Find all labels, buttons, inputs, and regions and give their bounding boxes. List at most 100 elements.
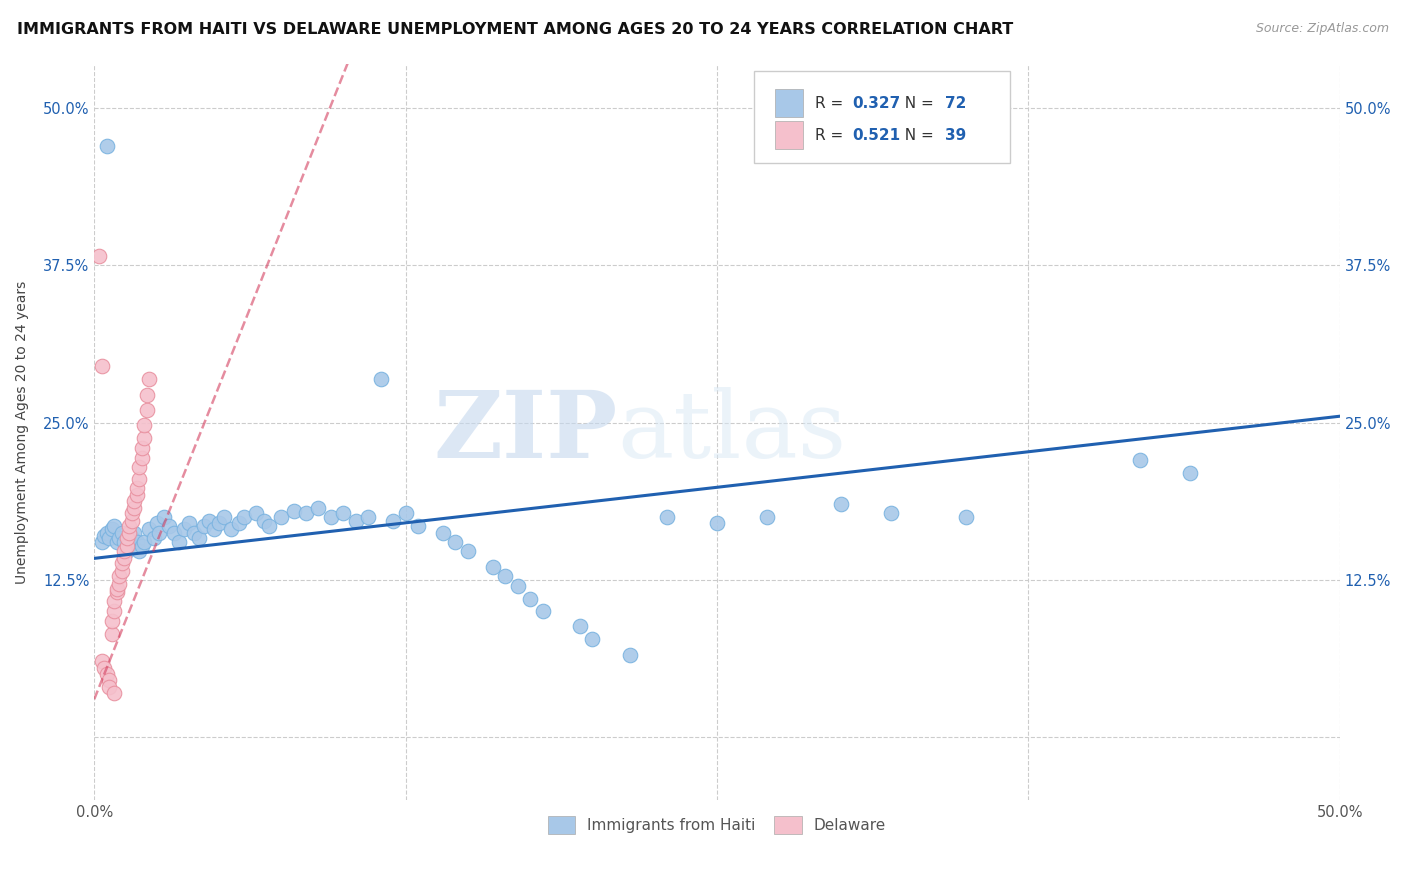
Point	[98, 673, 121, 688]
Point	[103, 686, 125, 700]
Point	[148, 526, 170, 541]
Point	[307, 501, 329, 516]
Point	[619, 648, 641, 663]
Point	[89, 250, 111, 264]
Point	[115, 539, 138, 553]
Point	[138, 371, 160, 385]
Point	[506, 579, 529, 593]
Y-axis label: Unemployment Among Ages 20 to 24 years: Unemployment Among Ages 20 to 24 years	[15, 280, 30, 583]
Point	[132, 535, 155, 549]
Point	[655, 509, 678, 524]
Point	[131, 450, 153, 465]
Point	[108, 576, 131, 591]
Point	[132, 431, 155, 445]
Point	[755, 509, 778, 524]
Point	[257, 518, 280, 533]
Point	[121, 531, 143, 545]
Point	[111, 564, 134, 578]
Point	[105, 585, 128, 599]
Point	[332, 506, 354, 520]
Point	[568, 619, 591, 633]
Point	[90, 359, 112, 373]
Point	[118, 539, 141, 553]
Point	[173, 523, 195, 537]
Text: IMMIGRANTS FROM HAITI VS DELAWARE UNEMPLOYMENT AMONG AGES 20 TO 24 YEARS CORRELA: IMMIGRANTS FROM HAITI VS DELAWARE UNEMPL…	[17, 22, 1014, 37]
Point	[252, 514, 274, 528]
Text: 72: 72	[945, 95, 966, 111]
Point	[96, 138, 118, 153]
Point	[163, 526, 186, 541]
Point	[90, 655, 112, 669]
Point	[457, 544, 479, 558]
Point	[98, 531, 121, 545]
Point	[135, 403, 157, 417]
Point	[103, 604, 125, 618]
Point	[122, 493, 145, 508]
Point	[581, 632, 603, 646]
Point	[394, 506, 416, 520]
Point	[193, 518, 215, 533]
Point	[112, 551, 135, 566]
Point	[131, 441, 153, 455]
Point	[105, 582, 128, 596]
Point	[880, 506, 903, 520]
Point	[202, 523, 225, 537]
Point	[100, 627, 122, 641]
Point	[208, 516, 231, 530]
Point	[121, 514, 143, 528]
Point	[122, 501, 145, 516]
Point	[132, 418, 155, 433]
Point	[153, 509, 176, 524]
Point	[157, 518, 180, 533]
Point	[131, 539, 153, 553]
Point	[103, 594, 125, 608]
Point	[283, 503, 305, 517]
Text: ZIP: ZIP	[433, 387, 617, 477]
Point	[108, 531, 131, 545]
Point	[118, 518, 141, 533]
Point	[128, 459, 150, 474]
Point	[103, 518, 125, 533]
Point	[228, 516, 250, 530]
Point	[706, 516, 728, 530]
Text: 0.327: 0.327	[852, 95, 901, 111]
Point	[121, 506, 143, 520]
Point	[96, 667, 118, 681]
Point	[122, 526, 145, 541]
Point	[135, 388, 157, 402]
Point	[105, 535, 128, 549]
Text: 0.521: 0.521	[852, 128, 901, 143]
Point	[295, 506, 318, 520]
Point	[382, 514, 405, 528]
FancyBboxPatch shape	[776, 89, 803, 117]
Point	[125, 488, 148, 502]
Text: N =: N =	[896, 95, 939, 111]
Point	[125, 535, 148, 549]
Point	[212, 509, 235, 524]
Point	[138, 523, 160, 537]
Point	[494, 569, 516, 583]
Point	[125, 481, 148, 495]
Point	[108, 569, 131, 583]
Point	[232, 509, 254, 524]
Text: atlas: atlas	[617, 387, 846, 477]
Point	[531, 604, 554, 618]
Point	[118, 526, 141, 541]
Point	[111, 557, 134, 571]
Point	[1129, 453, 1152, 467]
Point	[319, 509, 342, 524]
FancyBboxPatch shape	[776, 121, 803, 150]
Point	[100, 614, 122, 628]
Point	[145, 516, 167, 530]
Point	[93, 529, 115, 543]
Point	[98, 680, 121, 694]
Text: 39: 39	[945, 128, 966, 143]
Point	[143, 531, 166, 545]
FancyBboxPatch shape	[754, 71, 1010, 163]
Point	[444, 535, 467, 549]
Point	[128, 544, 150, 558]
Point	[115, 531, 138, 545]
Point	[167, 535, 190, 549]
Point	[112, 544, 135, 558]
Point	[406, 518, 429, 533]
